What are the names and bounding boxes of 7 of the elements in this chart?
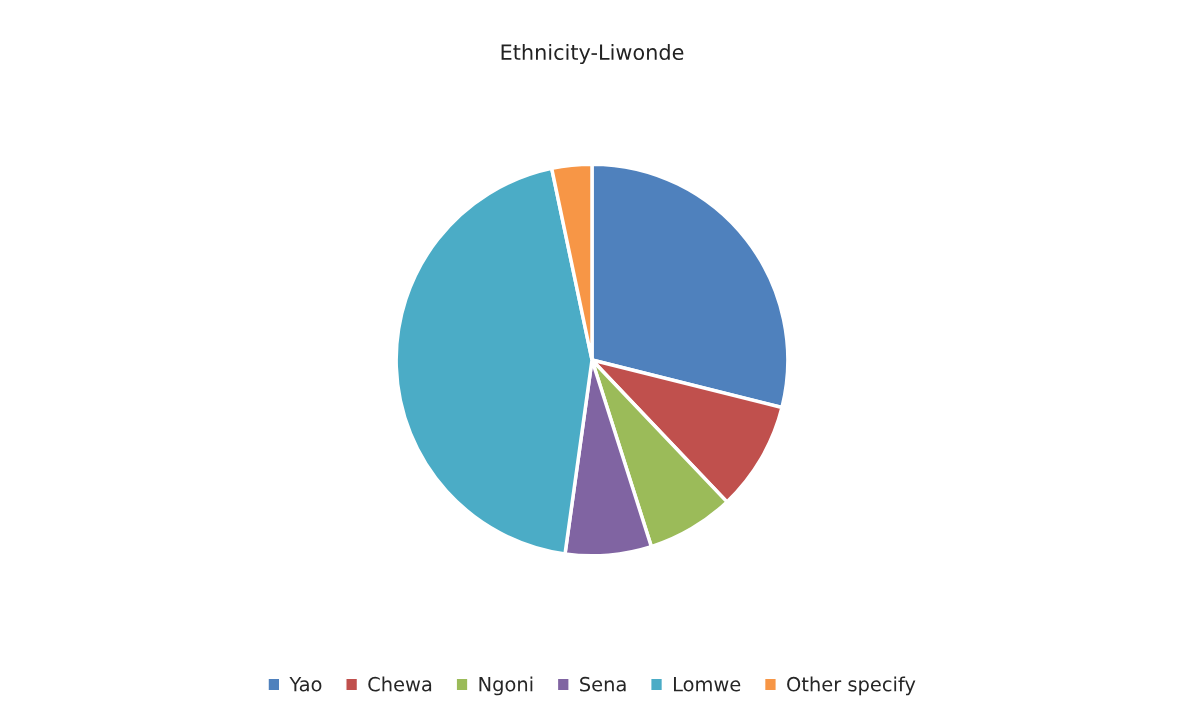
legend-label: Yao	[289, 677, 322, 692]
chart-title: Ethnicity-Liwonde	[501, 43, 684, 65]
legend-label: Lomwe	[674, 677, 741, 692]
legend-label: Ngoni	[479, 676, 533, 696]
legend-label: Sena	[580, 676, 626, 692]
legend-label: Other specify	[787, 676, 916, 696]
legend-label: Chewa	[368, 676, 432, 692]
